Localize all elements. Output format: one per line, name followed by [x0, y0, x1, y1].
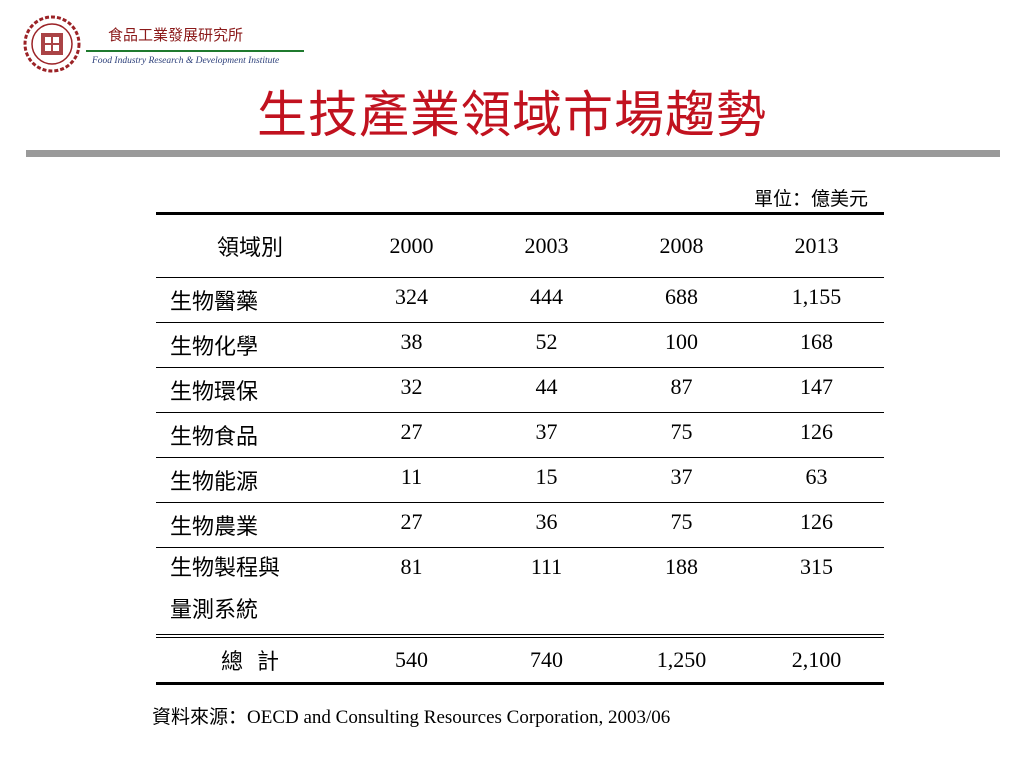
row-value: 15: [535, 464, 558, 489]
table-row: 生物製程與 量測系統 81 111 188 315: [156, 548, 884, 636]
row-value: 52: [535, 329, 558, 354]
row-value: 688: [665, 284, 698, 309]
row-category: 生物農業: [170, 515, 259, 540]
row-category: 生物食品: [170, 425, 259, 450]
header-year: 2003: [524, 233, 569, 258]
row-value: 37: [535, 419, 558, 444]
table-row: 生物食品 27 37 75 126: [156, 413, 884, 458]
row-value: 324: [395, 284, 428, 309]
seal-icon: [23, 15, 81, 73]
header-year: 2013: [794, 233, 839, 258]
org-name-english: Food Industry Research & Development Ins…: [92, 56, 280, 66]
table-row: 生物化學 38 52 100 168: [156, 323, 884, 368]
unit-label: 單位：億美元: [753, 188, 868, 210]
table-header-row: 領域別 2000 2003 2008 2013: [156, 213, 884, 278]
total-row: 總 計 540 740 1,250 2,100: [156, 635, 884, 684]
table-row: 生物能源 11 15 37 63: [156, 458, 884, 503]
row-value: 81: [400, 554, 423, 579]
row-value: 100: [665, 329, 698, 354]
row-value: 63: [805, 464, 828, 489]
row-value: 87: [670, 374, 693, 399]
row-value: 27: [400, 509, 423, 534]
table-row: 生物醫藥 324 444 688 1,155: [156, 278, 884, 323]
row-value: 75: [670, 419, 693, 444]
header-year: 2008: [659, 233, 704, 258]
page-title: 生技產業領域市場趨勢: [257, 86, 767, 144]
institute-logo: [22, 14, 82, 74]
row-value: 1,155: [791, 284, 842, 309]
market-table: 領域別 2000 2003 2008 2013 生物醫藥 324 444 688…: [156, 212, 884, 685]
total-value: 2,100: [791, 646, 842, 672]
total-label: 總 計: [221, 649, 279, 675]
row-category: 生物醫藥: [170, 290, 259, 315]
total-value: 540: [395, 646, 428, 672]
org-underline: [86, 50, 304, 52]
row-category: 生物化學: [170, 335, 259, 360]
header-year: 2000: [389, 233, 434, 258]
title-divider: [26, 150, 1000, 157]
row-value: 27: [400, 419, 423, 444]
row-value: 75: [670, 509, 693, 534]
row-value: 147: [800, 374, 833, 399]
row-value: 126: [800, 509, 833, 534]
row-value: 188: [665, 554, 698, 579]
row-value: 315: [800, 554, 833, 579]
table-row: 生物農業 27 36 75 126: [156, 503, 884, 548]
row-value: 444: [530, 284, 563, 309]
table-row: 生物環保 32 44 87 147: [156, 368, 884, 413]
row-value: 168: [800, 329, 833, 354]
row-value: 11: [400, 464, 423, 489]
source-citation: 資料來源：OECD and Consulting Resources Corpo…: [152, 707, 671, 728]
row-value: 36: [535, 509, 558, 534]
total-value: 740: [530, 646, 563, 672]
total-value: 1,250: [656, 646, 707, 672]
row-category: 生物環保: [170, 380, 259, 405]
row-category: 生物製程與 量測系統: [170, 556, 281, 623]
row-value: 37: [670, 464, 693, 489]
row-value: 38: [400, 329, 423, 354]
row-value: 126: [800, 419, 833, 444]
org-name-chinese: 食品工業發展研究所: [108, 26, 244, 44]
row-value: 44: [535, 374, 558, 399]
row-value: 111: [530, 554, 563, 579]
header-category: 領域別: [216, 236, 283, 261]
row-value: 32: [400, 374, 423, 399]
row-category: 生物能源: [170, 470, 259, 495]
